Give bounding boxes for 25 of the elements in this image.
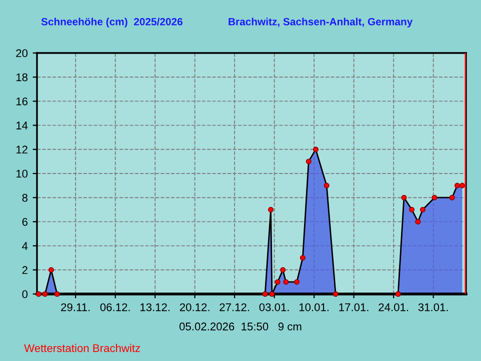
chart-subtitle: Brachwitz, Sachsen-Anhalt, Germany xyxy=(228,18,413,28)
x-tick-label: 13.12. xyxy=(140,303,170,312)
y-tick-label: 10 xyxy=(16,170,28,178)
x-tick-label: 17.01. xyxy=(339,303,368,312)
y-tick-label: 20 xyxy=(16,49,28,58)
y-tick-label: 16 xyxy=(16,97,28,106)
x-tick-label: 31.01. xyxy=(418,303,448,312)
chart-title: Schneehöhe (cm) 2025/2026 xyxy=(41,18,182,28)
y-tick-label: 2 xyxy=(22,266,28,274)
text: Wetterstation Brachwitz xyxy=(24,344,140,352)
y-tick-label: 6 xyxy=(22,218,28,226)
x-tick-label: 29.11. xyxy=(61,303,90,312)
text: 05.02.2026 15:50 9 cm xyxy=(179,322,302,330)
y-tick-label: 12 xyxy=(16,146,28,154)
x-tick-label: 27.12. xyxy=(220,303,250,312)
x-tick-label: 24.01. xyxy=(378,303,408,312)
y-tick-label: 8 xyxy=(22,194,28,202)
y-tick-label: 0 xyxy=(22,290,28,298)
x-tick-label: 10.01. xyxy=(299,303,329,312)
x-tick-label: 03.01. xyxy=(259,303,289,312)
y-tick-label: 4 xyxy=(22,242,28,250)
y-tick-label: 18 xyxy=(16,73,28,82)
x-tick-label: 06.12. xyxy=(100,303,130,312)
x-tick-label: 20.12. xyxy=(180,303,210,312)
y-tick-label: 14 xyxy=(16,122,28,130)
